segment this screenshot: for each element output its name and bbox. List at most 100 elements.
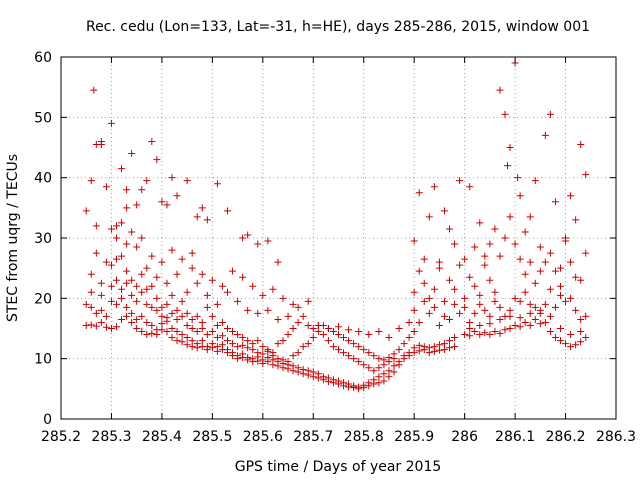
data-point	[420, 255, 428, 263]
data-point	[562, 340, 570, 348]
data-point	[107, 282, 115, 290]
x-axis-label: GPS time / Days of year 2015	[235, 459, 442, 475]
data-point	[128, 228, 136, 236]
data-point	[168, 309, 176, 317]
data-point	[249, 282, 257, 290]
data-point	[289, 325, 297, 332]
data-point	[123, 186, 131, 194]
data-point	[451, 343, 459, 351]
data-point	[551, 198, 559, 206]
data-point	[224, 207, 231, 215]
data-point	[188, 325, 196, 332]
data-point	[118, 219, 126, 227]
data-point	[218, 332, 226, 340]
data-point	[309, 368, 317, 376]
data-point	[365, 331, 373, 339]
data-point	[355, 328, 363, 336]
data-point	[562, 237, 570, 245]
data-point	[188, 337, 196, 345]
data-point	[148, 329, 156, 337]
chart-title: Rec. cedu (Lon=133, Lat=-31, h=HE), days…	[86, 19, 590, 35]
data-point	[536, 267, 544, 275]
data-point	[420, 279, 428, 287]
data-point	[294, 303, 302, 311]
data-point	[521, 270, 529, 278]
x-tick-label: 286.3	[596, 429, 636, 445]
data-point	[314, 321, 322, 329]
data-point	[410, 306, 418, 314]
data-point	[365, 379, 373, 387]
data-point	[294, 364, 302, 372]
data-point	[324, 337, 332, 345]
data-point	[254, 349, 262, 357]
data-point	[264, 237, 272, 245]
data-point	[400, 340, 408, 348]
data-point	[193, 213, 201, 221]
data-point	[395, 346, 403, 354]
data-point	[128, 309, 136, 317]
y-tick-label: 0	[43, 412, 52, 428]
data-point	[249, 346, 257, 354]
data-point	[375, 364, 383, 372]
data-point	[526, 213, 534, 221]
data-point	[264, 306, 272, 314]
data-point	[183, 334, 191, 342]
data-point	[229, 349, 237, 357]
data-point	[405, 349, 413, 357]
data-point	[244, 337, 252, 345]
data-point	[319, 373, 327, 381]
data-point	[435, 321, 443, 329]
data-point	[163, 201, 171, 209]
data-point	[506, 144, 514, 151]
data-point	[491, 288, 499, 296]
data-point	[380, 377, 388, 385]
x-tick-label: 286	[451, 429, 478, 445]
data-point	[582, 312, 590, 320]
data-point	[234, 331, 242, 339]
data-point	[123, 303, 131, 311]
data-point	[92, 249, 100, 257]
data-point	[335, 346, 342, 354]
data-point	[274, 258, 282, 266]
data-point	[173, 192, 181, 200]
data-point	[466, 183, 474, 191]
data-point	[572, 306, 580, 314]
data-point	[456, 309, 464, 317]
data-point	[254, 240, 262, 248]
data-point	[244, 306, 252, 314]
data-point	[168, 174, 176, 182]
data-point	[118, 315, 126, 323]
data-point	[496, 252, 504, 260]
data-point	[425, 294, 433, 302]
data-point	[531, 279, 539, 287]
data-point	[148, 282, 156, 290]
data-point	[118, 252, 126, 260]
data-point	[466, 325, 474, 332]
data-point	[546, 249, 554, 257]
data-point	[471, 243, 479, 251]
data-point	[259, 350, 267, 358]
data-point	[203, 291, 211, 299]
data-point	[229, 267, 237, 275]
data-point	[193, 340, 201, 348]
data-point	[365, 364, 373, 372]
data-point	[294, 349, 302, 357]
data-point	[299, 312, 307, 320]
data-point	[264, 346, 272, 354]
data-point	[572, 341, 580, 349]
data-point	[451, 285, 459, 293]
data-point	[531, 315, 539, 323]
data-point	[168, 291, 176, 299]
data-point	[183, 341, 191, 349]
data-point	[340, 349, 348, 357]
x-tick-label: 285.3	[91, 429, 131, 445]
data-point	[92, 322, 100, 330]
data-point	[380, 370, 388, 378]
data-point	[279, 337, 287, 345]
data-point	[521, 318, 529, 326]
data-point	[133, 201, 141, 209]
data-point	[481, 306, 489, 314]
data-point	[577, 140, 585, 148]
data-point	[446, 315, 453, 323]
data-point	[506, 312, 514, 320]
